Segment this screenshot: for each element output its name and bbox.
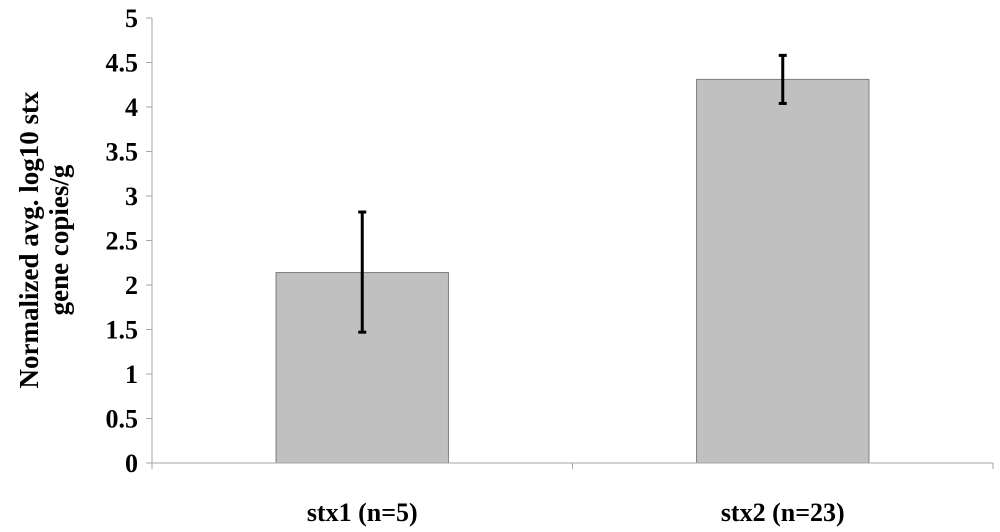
- x-category-label: stx2 (n=23): [721, 498, 845, 527]
- y-tick-label: 0.5: [106, 405, 139, 434]
- x-category-label: stx1 (n=5): [307, 498, 418, 527]
- y-axis-title-line-1: Normalized avg. log10 stx: [14, 91, 44, 388]
- y-axis-title: Normalized avg. log10 stx gene copies/g: [14, 91, 74, 388]
- y-tick-label: 4.5: [106, 49, 139, 78]
- bar-2: [696, 78, 870, 464]
- y-tick-label: 3.5: [106, 138, 139, 167]
- bars: [275, 78, 870, 464]
- y-tick-label: 2: [125, 271, 138, 300]
- y-tick-label: 5: [125, 4, 138, 33]
- x-axis: [151, 462, 994, 469]
- error-bars: [358, 53, 787, 334]
- y-tick-label: 4: [125, 93, 138, 122]
- y-tick-label: 1: [125, 360, 138, 389]
- y-tick-label: 0: [125, 449, 138, 478]
- y-tick-label: 3: [125, 182, 138, 211]
- y-axis-title-line-2: gene copies/g: [44, 164, 74, 315]
- y-axis-ticks: 0 0.5 1 1.5 2 2.5 3 3.5 4 4.5 5: [106, 4, 153, 478]
- y-tick-label: 1.5: [106, 316, 139, 345]
- y-tick-label: 2.5: [106, 227, 139, 256]
- x-axis-labels: stx1 (n=5) stx2 (n=23): [307, 498, 845, 527]
